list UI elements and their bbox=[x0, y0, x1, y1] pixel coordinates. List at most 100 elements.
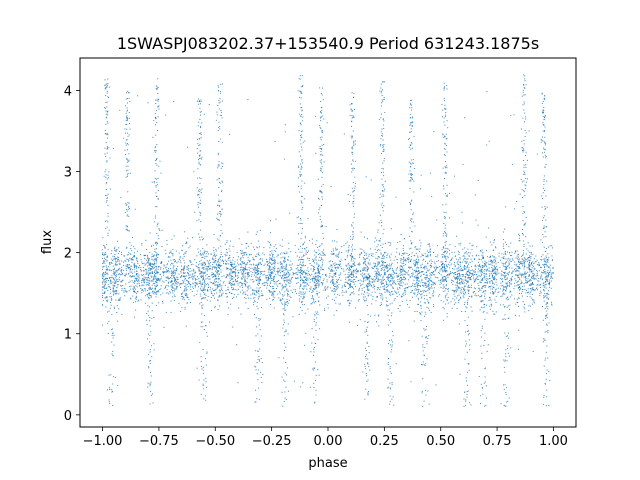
data-point bbox=[377, 278, 379, 280]
data-point bbox=[190, 286, 192, 288]
data-point bbox=[231, 263, 233, 265]
data-point bbox=[133, 267, 135, 269]
data-point bbox=[287, 271, 289, 273]
data-point bbox=[178, 273, 180, 275]
data-point bbox=[376, 250, 378, 252]
data-point bbox=[255, 233, 257, 235]
data-point bbox=[242, 282, 244, 284]
data-point bbox=[417, 271, 419, 273]
data-point bbox=[232, 284, 234, 286]
data-point bbox=[246, 273, 248, 275]
data-point bbox=[196, 282, 198, 284]
data-point bbox=[368, 255, 370, 257]
data-point bbox=[222, 292, 224, 294]
data-point bbox=[118, 273, 120, 275]
data-point bbox=[277, 262, 279, 264]
data-point bbox=[514, 263, 516, 265]
data-point bbox=[375, 272, 377, 274]
data-point bbox=[246, 278, 248, 280]
data-point bbox=[510, 278, 512, 280]
data-point bbox=[542, 285, 544, 287]
data-point bbox=[480, 266, 482, 268]
data-point bbox=[348, 283, 350, 285]
data-point bbox=[286, 299, 288, 301]
data-point bbox=[147, 281, 149, 283]
data-point bbox=[119, 250, 121, 252]
data-point bbox=[367, 283, 369, 284]
data-point bbox=[230, 282, 232, 284]
data-point bbox=[102, 262, 104, 264]
data-point bbox=[112, 281, 114, 283]
data-point bbox=[363, 260, 365, 262]
data-point bbox=[504, 279, 506, 281]
data-point bbox=[339, 303, 341, 305]
data-point bbox=[384, 265, 386, 267]
data-point bbox=[460, 296, 462, 298]
data-point bbox=[513, 270, 515, 272]
data-point bbox=[433, 266, 435, 268]
data-point bbox=[465, 263, 467, 264]
data-point bbox=[168, 256, 170, 258]
data-point bbox=[323, 278, 325, 280]
data-point bbox=[515, 267, 517, 269]
data-point bbox=[192, 273, 194, 275]
data-point bbox=[246, 269, 248, 271]
data-point bbox=[517, 266, 519, 268]
data-point bbox=[109, 282, 111, 284]
data-point bbox=[353, 279, 355, 281]
data-point bbox=[281, 289, 283, 291]
data-point bbox=[416, 283, 418, 285]
data-point bbox=[390, 253, 392, 255]
data-point bbox=[372, 286, 374, 288]
data-point bbox=[511, 277, 513, 279]
data-point bbox=[394, 283, 396, 285]
data-point bbox=[170, 264, 172, 266]
data-point bbox=[324, 254, 326, 256]
data-point bbox=[283, 252, 285, 254]
data-point bbox=[322, 253, 324, 255]
data-point bbox=[469, 286, 471, 288]
data-point bbox=[258, 270, 260, 272]
data-point bbox=[370, 285, 372, 287]
data-point bbox=[523, 306, 525, 308]
data-point bbox=[367, 263, 369, 265]
data-point bbox=[126, 254, 128, 256]
data-point bbox=[517, 275, 519, 277]
data-point bbox=[102, 262, 104, 264]
data-point bbox=[284, 268, 286, 270]
data-point bbox=[239, 269, 241, 271]
data-point bbox=[523, 252, 525, 254]
data-point bbox=[324, 309, 326, 311]
data-point bbox=[162, 292, 164, 294]
data-point bbox=[104, 247, 106, 249]
data-point bbox=[104, 291, 106, 293]
data-point bbox=[241, 283, 243, 285]
data-point bbox=[298, 265, 300, 267]
data-point bbox=[302, 272, 304, 274]
data-point bbox=[528, 262, 530, 264]
data-point bbox=[189, 245, 191, 247]
data-point bbox=[327, 286, 329, 288]
data-point bbox=[524, 271, 526, 273]
data-point bbox=[483, 275, 485, 277]
data-point bbox=[271, 291, 273, 293]
data-point bbox=[538, 263, 540, 265]
data-point bbox=[456, 283, 458, 285]
data-point bbox=[271, 286, 273, 288]
data-point bbox=[312, 265, 314, 267]
data-point bbox=[272, 278, 274, 280]
data-point bbox=[171, 280, 173, 282]
data-point bbox=[440, 261, 442, 263]
data-point bbox=[267, 261, 269, 263]
data-point bbox=[468, 296, 470, 297]
data-point bbox=[103, 279, 105, 281]
data-point bbox=[129, 253, 131, 255]
data-point bbox=[269, 291, 271, 293]
data-point bbox=[218, 296, 220, 298]
data-point bbox=[301, 269, 303, 271]
data-point bbox=[317, 253, 319, 255]
data-point bbox=[473, 279, 475, 281]
data-point bbox=[270, 271, 272, 273]
data-point bbox=[204, 262, 206, 264]
data-point bbox=[213, 247, 215, 249]
